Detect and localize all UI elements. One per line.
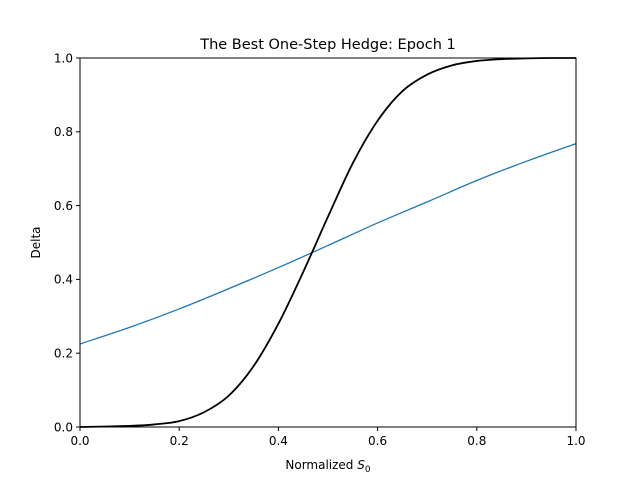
x-tick-label: 0.6 <box>368 434 387 448</box>
series-layer <box>79 57 577 428</box>
x-tick-label: 0.8 <box>467 434 486 448</box>
x-tick-label: 0.0 <box>70 434 89 448</box>
series-line-black <box>79 57 577 428</box>
x-tick-label: 1.0 <box>566 434 585 448</box>
x-tick-label: 0.4 <box>269 434 288 448</box>
y-tick-label: 0.2 <box>54 347 73 361</box>
x-ticks: 0.0 0.2 0.4 0.6 0.8 1.0 <box>70 427 586 448</box>
y-tick-label: 0.4 <box>54 273 73 287</box>
y-tick-label: 1.0 <box>54 51 73 65</box>
chart-title: The Best One-Step Hedge: Epoch 1 <box>199 37 456 53</box>
x-tick-label: 0.2 <box>170 434 189 448</box>
y-ticks: 0.0 0.2 0.4 0.6 0.8 1.0 <box>54 51 80 434</box>
x-axis-label-text: Normalized <box>285 458 357 472</box>
y-axis-label: Delta <box>29 226 43 258</box>
x-axis-label-variable: S <box>357 458 365 472</box>
y-tick-label: 0.0 <box>54 420 73 434</box>
y-tick-label: 0.6 <box>54 199 73 213</box>
y-tick-label: 0.8 <box>54 125 73 139</box>
plot-frame <box>79 57 577 428</box>
x-axis-label: Normalized S0 <box>285 458 371 475</box>
x-axis-label-subscript: 0 <box>365 465 371 475</box>
series-line-blue <box>79 142 577 345</box>
